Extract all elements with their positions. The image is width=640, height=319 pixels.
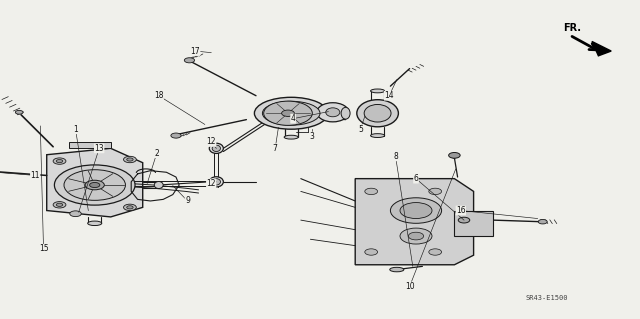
Ellipse shape xyxy=(209,177,223,187)
Ellipse shape xyxy=(364,105,391,122)
Text: FR.: FR. xyxy=(563,24,581,33)
Circle shape xyxy=(449,152,460,158)
Ellipse shape xyxy=(284,135,298,139)
Circle shape xyxy=(282,110,294,116)
Text: 12: 12 xyxy=(207,179,216,188)
Ellipse shape xyxy=(212,145,220,152)
Text: 3: 3 xyxy=(310,132,315,141)
Text: 18: 18 xyxy=(154,91,163,100)
Text: 2: 2 xyxy=(154,149,159,158)
Circle shape xyxy=(171,133,181,138)
Ellipse shape xyxy=(262,101,320,125)
Ellipse shape xyxy=(317,103,349,122)
Polygon shape xyxy=(69,142,111,148)
Circle shape xyxy=(70,211,81,217)
Ellipse shape xyxy=(326,108,340,117)
Circle shape xyxy=(85,180,104,190)
Text: 7: 7 xyxy=(273,144,278,153)
Circle shape xyxy=(365,249,378,255)
Text: 8: 8 xyxy=(393,152,398,161)
Text: 17: 17 xyxy=(190,47,200,56)
Polygon shape xyxy=(592,41,611,56)
Circle shape xyxy=(127,158,133,161)
Text: 14: 14 xyxy=(384,91,394,100)
Circle shape xyxy=(429,188,442,195)
Text: 9: 9 xyxy=(185,197,190,205)
Circle shape xyxy=(53,158,66,164)
Text: 12: 12 xyxy=(207,137,216,146)
Text: 11: 11 xyxy=(31,171,40,180)
Text: 5: 5 xyxy=(358,125,363,134)
Circle shape xyxy=(365,188,378,195)
Ellipse shape xyxy=(212,179,220,185)
Circle shape xyxy=(53,202,66,208)
Text: 4: 4 xyxy=(291,114,296,123)
Text: 13: 13 xyxy=(94,144,104,153)
Text: 15: 15 xyxy=(38,244,49,253)
Circle shape xyxy=(458,217,470,223)
Circle shape xyxy=(408,232,424,240)
Ellipse shape xyxy=(341,107,350,119)
Text: 16: 16 xyxy=(456,206,466,215)
Circle shape xyxy=(264,101,312,125)
Circle shape xyxy=(64,170,125,200)
Polygon shape xyxy=(454,211,493,236)
Ellipse shape xyxy=(390,267,404,272)
Ellipse shape xyxy=(357,100,398,127)
Circle shape xyxy=(429,249,442,255)
Text: SR43-E1500: SR43-E1500 xyxy=(526,295,568,301)
Circle shape xyxy=(390,198,442,223)
Circle shape xyxy=(184,58,195,63)
Circle shape xyxy=(54,165,135,205)
Ellipse shape xyxy=(209,143,223,153)
Ellipse shape xyxy=(154,182,163,189)
Circle shape xyxy=(400,203,432,219)
Circle shape xyxy=(15,110,23,114)
Text: 6: 6 xyxy=(413,174,419,183)
Ellipse shape xyxy=(371,89,385,93)
Circle shape xyxy=(400,228,432,244)
Circle shape xyxy=(90,182,100,188)
Circle shape xyxy=(127,206,133,209)
Polygon shape xyxy=(355,179,474,265)
Ellipse shape xyxy=(371,134,385,137)
Circle shape xyxy=(538,219,547,224)
Text: 1: 1 xyxy=(73,125,78,134)
Circle shape xyxy=(56,160,63,163)
Circle shape xyxy=(124,204,136,211)
Polygon shape xyxy=(47,148,143,217)
Circle shape xyxy=(56,203,63,206)
Text: 10: 10 xyxy=(404,282,415,291)
Circle shape xyxy=(124,156,136,163)
Ellipse shape xyxy=(254,97,328,129)
Ellipse shape xyxy=(88,221,102,226)
